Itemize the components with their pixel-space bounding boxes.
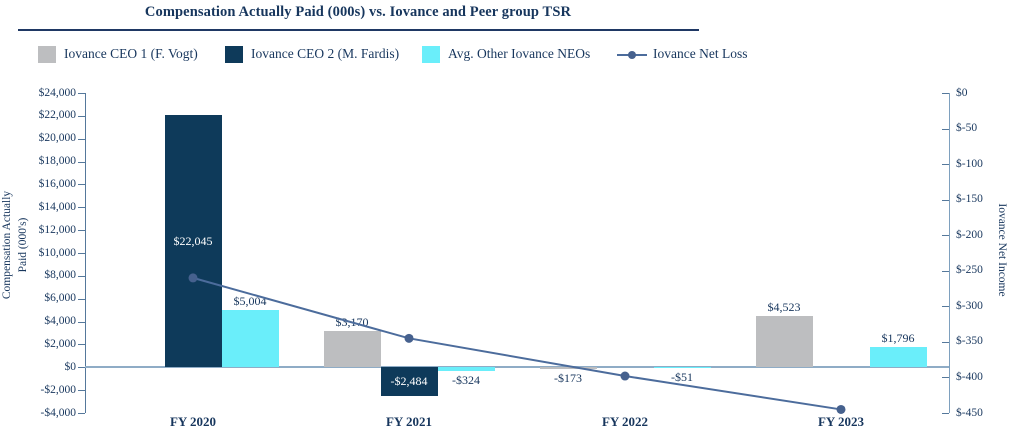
zero-baseline xyxy=(85,366,949,368)
left-axis-tick xyxy=(78,413,85,414)
left-axis-tick xyxy=(78,390,85,392)
right-axis-tick-label: $-450 xyxy=(956,406,983,419)
left-axis-tick-label: $14,000 xyxy=(38,200,76,213)
bar-series3-fy-2022 xyxy=(653,367,711,369)
net-loss-marker xyxy=(404,333,414,343)
x-axis-label-fy-2021: FY 2021 xyxy=(385,414,433,429)
right-axis-tick xyxy=(942,235,949,237)
line-marker-icon xyxy=(617,46,647,63)
bar-series1-fy-2022 xyxy=(539,367,597,370)
left-axis-tick xyxy=(78,344,85,346)
left-axis-tick-label: $24,000 xyxy=(38,86,76,99)
legend-item-ceo1: Iovance CEO 1 (F. Vogt) xyxy=(38,44,198,64)
bar-data-label: $22,045 xyxy=(173,234,213,249)
title-underline xyxy=(18,29,699,31)
left-axis-tick-label: $0 xyxy=(64,360,77,373)
left-axis-tick-label: $16,000 xyxy=(38,177,76,190)
right-axis-tick xyxy=(942,341,949,343)
bar-data-label: -$324 xyxy=(452,372,480,387)
right-axis-line xyxy=(949,93,950,413)
right-axis-tick xyxy=(942,270,949,272)
right-axis-tick-label: $-100 xyxy=(956,157,983,170)
right-axis-tick-label: $-400 xyxy=(956,370,983,383)
left-axis-line xyxy=(85,93,86,413)
left-axis-tick xyxy=(78,184,85,186)
bar-series2-fy-2021 xyxy=(380,367,438,396)
left-axis-tick-label: $2,000 xyxy=(44,337,76,350)
right-axis-tick xyxy=(942,128,949,130)
left-axis-tick xyxy=(78,115,85,117)
legend-label: Iovance CEO 1 (F. Vogt) xyxy=(64,46,198,61)
left-axis-tick-label: $18,000 xyxy=(38,155,76,168)
ceo2-swatch-icon xyxy=(225,45,243,63)
bar-data-label: $1,796 xyxy=(881,330,915,345)
right-axis-tick xyxy=(942,164,949,166)
legend-item-net-loss: Iovance Net Loss xyxy=(617,44,747,64)
left-axis-tick xyxy=(78,298,85,300)
x-axis-label-fy-2022: FY 2022 xyxy=(601,414,649,429)
bar-series1-fy-2021 xyxy=(323,331,381,368)
chart-title: Compensation Actually Paid (000s) vs. Io… xyxy=(144,4,572,20)
left-axis-tick-label: -$4,000 xyxy=(40,406,76,419)
right-axis-tick xyxy=(942,93,949,94)
right-axis-tick xyxy=(942,377,949,379)
net-loss-line xyxy=(192,276,842,411)
left-axis-tick-label: $12,000 xyxy=(38,223,76,236)
right-axis-tick-label: $-150 xyxy=(956,193,983,206)
left-axis-tick xyxy=(78,275,85,277)
plot-area: $3,170 -$173 $4,523 $22,045 -$2,484 $5,004 -$3… xyxy=(85,93,949,414)
right-axis-tick-label: $-200 xyxy=(956,228,983,241)
right-axis-tick xyxy=(942,199,949,201)
bar-data-label: $5,004 xyxy=(233,294,267,309)
bar-series1-fy-2023 xyxy=(755,315,813,368)
bar-series3-fy-2023 xyxy=(869,346,927,368)
left-axis-tick xyxy=(78,367,85,369)
net-loss-marker xyxy=(836,404,846,414)
legend: Iovance CEO 1 (F. Vogt) Iovance CEO 2 (M… xyxy=(0,44,1017,64)
left-axis-tick-label: $6,000 xyxy=(44,292,76,305)
left-axis-tick-label: $4,000 xyxy=(44,315,76,328)
left-axis-tick-label: -$2,000 xyxy=(40,383,76,396)
bar-series3-fy-2021 xyxy=(437,367,495,371)
x-axis-label-fy-2023: FY 2023 xyxy=(817,414,865,429)
net-loss-marker xyxy=(620,371,630,381)
left-axis-tick xyxy=(78,207,85,209)
net-loss-marker xyxy=(188,273,198,283)
left-axis-tick xyxy=(78,161,85,163)
right-axis-tick-label: $0 xyxy=(956,86,968,99)
legend-label: Iovance Net Loss xyxy=(653,46,748,61)
right-axis-tick xyxy=(942,306,949,308)
bar-series2-fy-2020 xyxy=(164,115,222,368)
left-axis-tick xyxy=(78,253,85,254)
ceo1-swatch-icon xyxy=(38,45,56,63)
left-axis-tick xyxy=(78,230,85,232)
bar-data-label: $4,523 xyxy=(767,299,801,314)
left-axis-tick xyxy=(78,93,85,94)
legend-item-neos: Avg. Other Iovance NEOs xyxy=(422,44,590,64)
bar-series3-fy-2020 xyxy=(221,310,279,368)
right-axis-title: Iovance Net Income xyxy=(996,203,1008,297)
right-axis-tick-label: $-250 xyxy=(956,264,983,277)
neos-swatch-icon xyxy=(422,45,440,63)
legend-item-ceo2: Iovance CEO 2 (M. Fardis) xyxy=(225,44,399,64)
right-axis-tick-label: $-300 xyxy=(956,299,983,312)
right-axis-tick-label: $-350 xyxy=(956,335,983,348)
left-axis-tick-label: $20,000 xyxy=(38,132,76,145)
x-axis-label-fy-2020: FY 2020 xyxy=(169,414,217,429)
net-loss-line-layer xyxy=(188,273,846,414)
bar-data-label: -$51 xyxy=(671,370,693,385)
left-axis-tick xyxy=(78,138,85,140)
left-axis-tick-label: $10,000 xyxy=(38,246,76,259)
left-axis-tick-label: $22,000 xyxy=(38,109,76,122)
bar-data-label: -$2,484 xyxy=(390,374,428,389)
bar-data-label: -$173 xyxy=(554,371,582,386)
legend-label: Iovance CEO 2 (M. Fardis) xyxy=(251,46,400,61)
left-axis-tick xyxy=(78,321,85,323)
left-axis-tick-label: $8,000 xyxy=(44,269,76,282)
right-axis-tick xyxy=(942,413,949,414)
right-axis-tick-label: $-50 xyxy=(956,122,978,135)
legend-label: Avg. Other Iovance NEOs xyxy=(448,46,591,61)
